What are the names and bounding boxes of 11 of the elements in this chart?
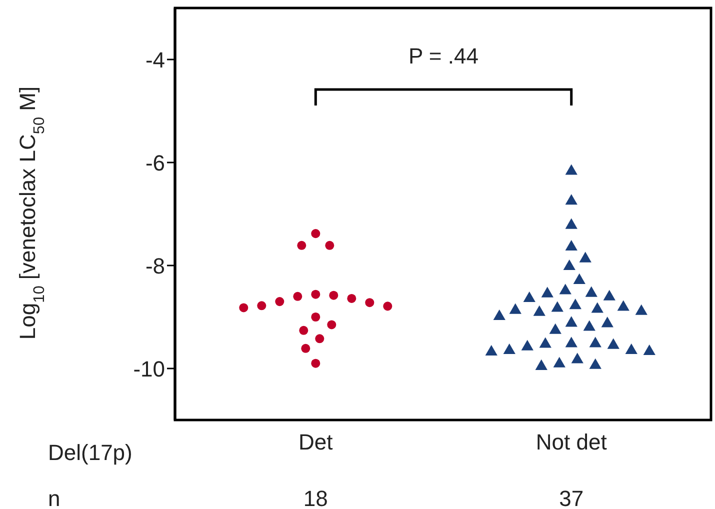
y-tick-label: -8 [145, 253, 165, 278]
y-tick-label: -4 [145, 47, 165, 72]
annotation: P = .44 [408, 44, 478, 68]
text: Del(17p) [48, 440, 132, 465]
x-tick-label: Det [298, 430, 333, 455]
y-tick-label: -10 [133, 356, 165, 382]
text: 18 [303, 486, 328, 509]
text: 37 [559, 486, 584, 509]
x-tick-label: Not det [536, 430, 607, 455]
y-tick-label: -6 [145, 150, 165, 176]
text: n [48, 486, 60, 509]
